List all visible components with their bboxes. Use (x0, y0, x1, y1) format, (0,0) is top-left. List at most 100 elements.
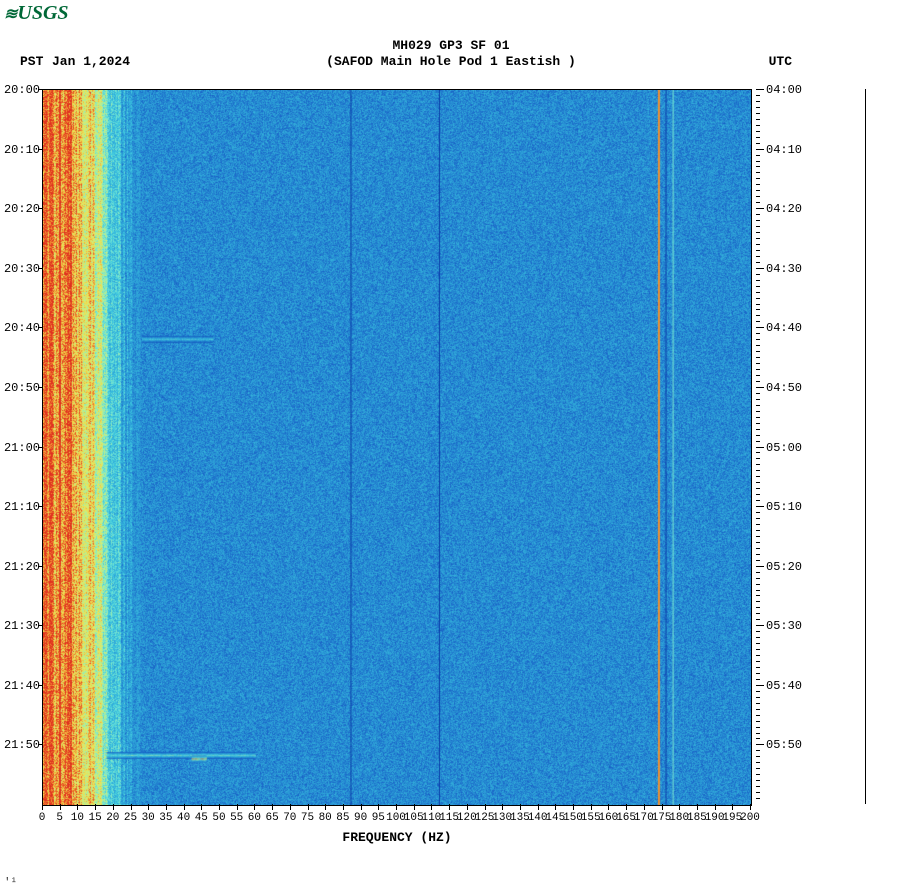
y-tick-label: 04:20 (766, 202, 816, 216)
y-tick (756, 202, 760, 203)
y-tick (756, 214, 760, 215)
x-tick-label: 40 (177, 812, 190, 824)
x-tick-label: 35 (159, 812, 172, 824)
y-tick (756, 155, 760, 156)
y-tick (756, 113, 760, 114)
x-tick-label: 75 (301, 812, 314, 824)
x-tick-label: 55 (230, 812, 243, 824)
y-tick (756, 530, 760, 531)
x-tick-label: 65 (265, 812, 278, 824)
y-tick (756, 321, 760, 322)
y-tick (756, 494, 760, 495)
y-tick (756, 661, 760, 662)
y-tick-label: 05:20 (766, 560, 816, 574)
y-tick (756, 685, 764, 686)
y-tick (756, 470, 760, 471)
y-tick (756, 101, 760, 102)
y-tick (756, 143, 760, 144)
y-tick (756, 149, 764, 150)
x-tick (396, 804, 397, 810)
y-tick (756, 172, 760, 173)
y-tick (756, 411, 760, 412)
y-tick (756, 721, 760, 722)
y-tick (756, 566, 764, 567)
y-tick (756, 780, 760, 781)
x-tick-label: 45 (195, 812, 208, 824)
y-tick (756, 709, 760, 710)
x-tick-label: 10 (71, 812, 84, 824)
x-tick (750, 804, 751, 810)
x-tick (662, 804, 663, 810)
y-tick-label: 05:50 (766, 738, 816, 752)
y-tick (756, 250, 760, 251)
x-tick (184, 804, 185, 810)
y-tick (756, 417, 760, 418)
y-tick (756, 631, 760, 632)
y-tick (756, 590, 760, 591)
x-tick-label: 85 (336, 812, 349, 824)
x-tick (555, 804, 556, 810)
x-tick (378, 804, 379, 810)
y-tick (756, 560, 760, 561)
y-tick (756, 554, 760, 555)
y-tick (756, 369, 760, 370)
y-tick (756, 304, 760, 305)
y-tick (756, 762, 760, 763)
x-tick-label: 95 (372, 812, 385, 824)
y-tick-label: 04:40 (766, 321, 816, 335)
y-tick (756, 268, 764, 269)
y-tick (756, 232, 760, 233)
y-tick (756, 756, 760, 757)
y-tick (756, 792, 760, 793)
date-label: Jan 1,2024 (52, 54, 130, 69)
y-tick-label: 04:00 (766, 83, 816, 97)
x-tick (60, 804, 61, 810)
y-tick (756, 578, 760, 579)
tz-left-label: PST (20, 54, 43, 69)
y-tick (756, 506, 764, 507)
x-tick (113, 804, 114, 810)
y-tick (756, 315, 760, 316)
x-tick (219, 804, 220, 810)
x-tick (715, 804, 716, 810)
foot-mark: '¹ (4, 877, 17, 889)
x-tick (308, 804, 309, 810)
y-tick (756, 518, 760, 519)
y-tick-label: 04:10 (766, 143, 816, 157)
y-tick (756, 452, 760, 453)
x-tick (131, 804, 132, 810)
y-tick (756, 387, 764, 388)
x-tick (573, 804, 574, 810)
y-tick (756, 429, 760, 430)
y-tick-label: 05:30 (766, 619, 816, 633)
y-tick (756, 327, 764, 328)
y-tick (756, 184, 760, 185)
y-tick (756, 220, 760, 221)
y-tick (756, 488, 760, 489)
y-tick (756, 798, 760, 799)
y-tick (756, 333, 760, 334)
y-tick (756, 286, 760, 287)
y-tick (756, 691, 760, 692)
y-tick-label: 05:40 (766, 679, 816, 693)
x-tick (325, 804, 326, 810)
y-tick (756, 458, 760, 459)
plot-title-1: MH029 GP3 SF 01 (0, 38, 902, 53)
y-tick (756, 357, 760, 358)
y-tick (756, 292, 760, 293)
x-tick (95, 804, 96, 810)
x-tick-label: 0 (39, 812, 46, 824)
x-tick (679, 804, 680, 810)
right-rule (865, 89, 866, 804)
y-tick (756, 381, 760, 382)
y-tick (756, 697, 760, 698)
y-tick (756, 703, 760, 704)
y-axis-left: 20:0020:1020:2020:3020:4020:5021:0021:10… (0, 89, 40, 804)
spectrogram-canvas (42, 89, 752, 806)
y-tick (756, 679, 760, 680)
y-tick (756, 595, 760, 596)
y-tick-label: 20:20 (0, 202, 40, 216)
x-tick (166, 804, 167, 810)
y-tick-label: 20:00 (0, 83, 40, 97)
y-tick (756, 768, 760, 769)
